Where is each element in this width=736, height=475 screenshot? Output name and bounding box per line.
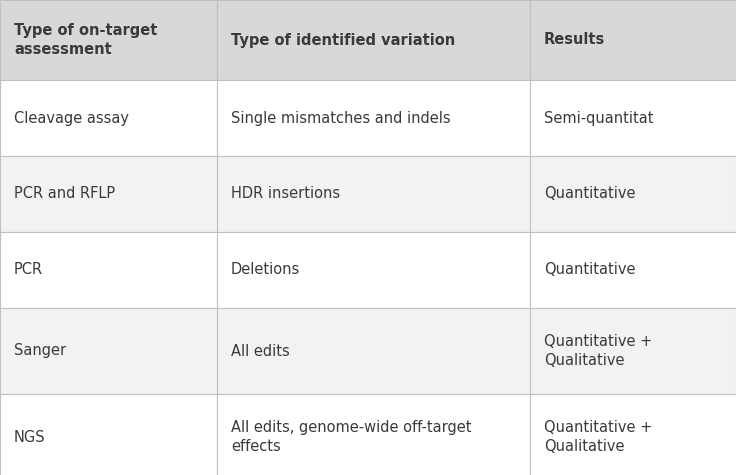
Bar (217, 394, 530, 475)
Text: Semi-quantitat: Semi-quantitat (544, 111, 654, 125)
Bar (0, 308, 217, 394)
Text: All edits: All edits (231, 343, 290, 359)
Bar (0, 394, 217, 475)
Text: Single mismatches and indels: Single mismatches and indels (231, 111, 450, 125)
Bar (0, 80, 217, 156)
Bar (0, 0, 217, 80)
Text: Deletions: Deletions (231, 263, 300, 277)
Bar (530, 232, 736, 308)
Bar (0, 232, 217, 308)
Bar (530, 156, 736, 232)
Text: Quantitative +
Qualitative: Quantitative + Qualitative (544, 333, 652, 369)
Bar (530, 0, 736, 80)
Text: Quantitative +
Qualitative: Quantitative + Qualitative (544, 419, 652, 455)
Bar (0, 156, 217, 232)
Text: HDR insertions: HDR insertions (231, 187, 340, 201)
Text: Sanger: Sanger (14, 343, 66, 359)
Text: Cleavage assay: Cleavage assay (14, 111, 129, 125)
Text: Type of identified variation: Type of identified variation (231, 32, 456, 48)
Bar (217, 156, 530, 232)
Text: Quantitative: Quantitative (544, 263, 635, 277)
Text: Results: Results (544, 32, 605, 48)
Text: Quantitative: Quantitative (544, 187, 635, 201)
Bar (530, 394, 736, 475)
Bar (217, 232, 530, 308)
Bar (217, 308, 530, 394)
Text: Type of on-target
assessment: Type of on-target assessment (14, 23, 158, 57)
Bar (530, 80, 736, 156)
Text: NGS: NGS (14, 429, 46, 445)
Bar (217, 0, 530, 80)
Bar (217, 80, 530, 156)
Text: All edits, genome-wide off-target
effects: All edits, genome-wide off-target effect… (231, 419, 472, 455)
Bar (530, 308, 736, 394)
Text: PCR: PCR (14, 263, 43, 277)
Text: PCR and RFLP: PCR and RFLP (14, 187, 115, 201)
